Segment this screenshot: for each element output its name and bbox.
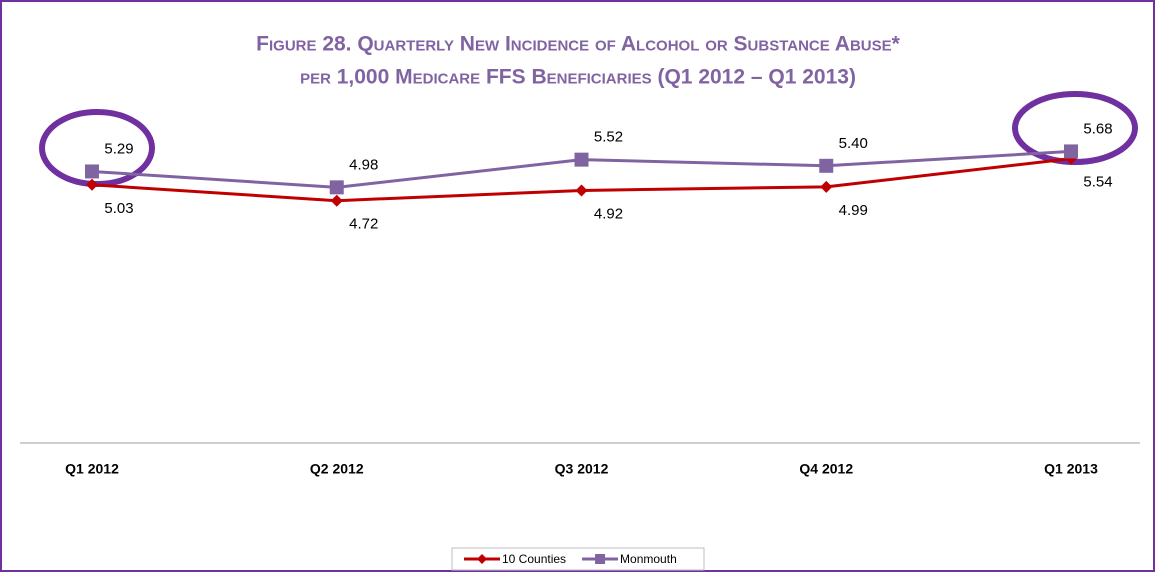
data-label: 5.03	[104, 200, 133, 217]
data-label: 5.68	[1083, 120, 1112, 137]
data-label: 4.92	[594, 205, 623, 222]
legend-marker	[595, 554, 606, 564]
x-tick-label: Q1 2013	[1044, 461, 1098, 477]
marker	[86, 178, 98, 191]
marker	[330, 194, 343, 207]
data-label: 4.99	[839, 202, 868, 219]
chart-title: Figure 28. Quarterly New Incidence of Al…	[256, 33, 900, 56]
data-label: 5.29	[104, 140, 133, 157]
highlight-circle	[1012, 91, 1138, 165]
chart-title: per 1,000 Medicare FFS Beneficiaries (Q1…	[300, 66, 856, 89]
legend-label: 10 Counties	[502, 552, 566, 566]
marker	[575, 184, 588, 197]
data-label: 5.54	[1083, 174, 1112, 191]
legend-label: Monmouth	[620, 552, 677, 566]
data-label: 5.52	[594, 129, 623, 146]
marker	[820, 180, 833, 193]
data-label: 4.98	[349, 156, 378, 173]
marker	[574, 152, 589, 167]
marker	[329, 180, 344, 195]
marker	[85, 164, 99, 179]
marker	[1064, 144, 1078, 159]
x-tick-label: Q3 2012	[555, 461, 609, 477]
marker	[819, 158, 834, 173]
data-label: 4.72	[349, 216, 378, 233]
x-tick-label: Q1 2012	[65, 461, 119, 477]
x-tick-label: Q2 2012	[310, 461, 364, 477]
legend-box	[451, 547, 705, 571]
x-tick-label: Q4 2012	[799, 461, 853, 477]
data-label: 5.40	[839, 135, 868, 152]
legend-marker	[477, 554, 487, 564]
